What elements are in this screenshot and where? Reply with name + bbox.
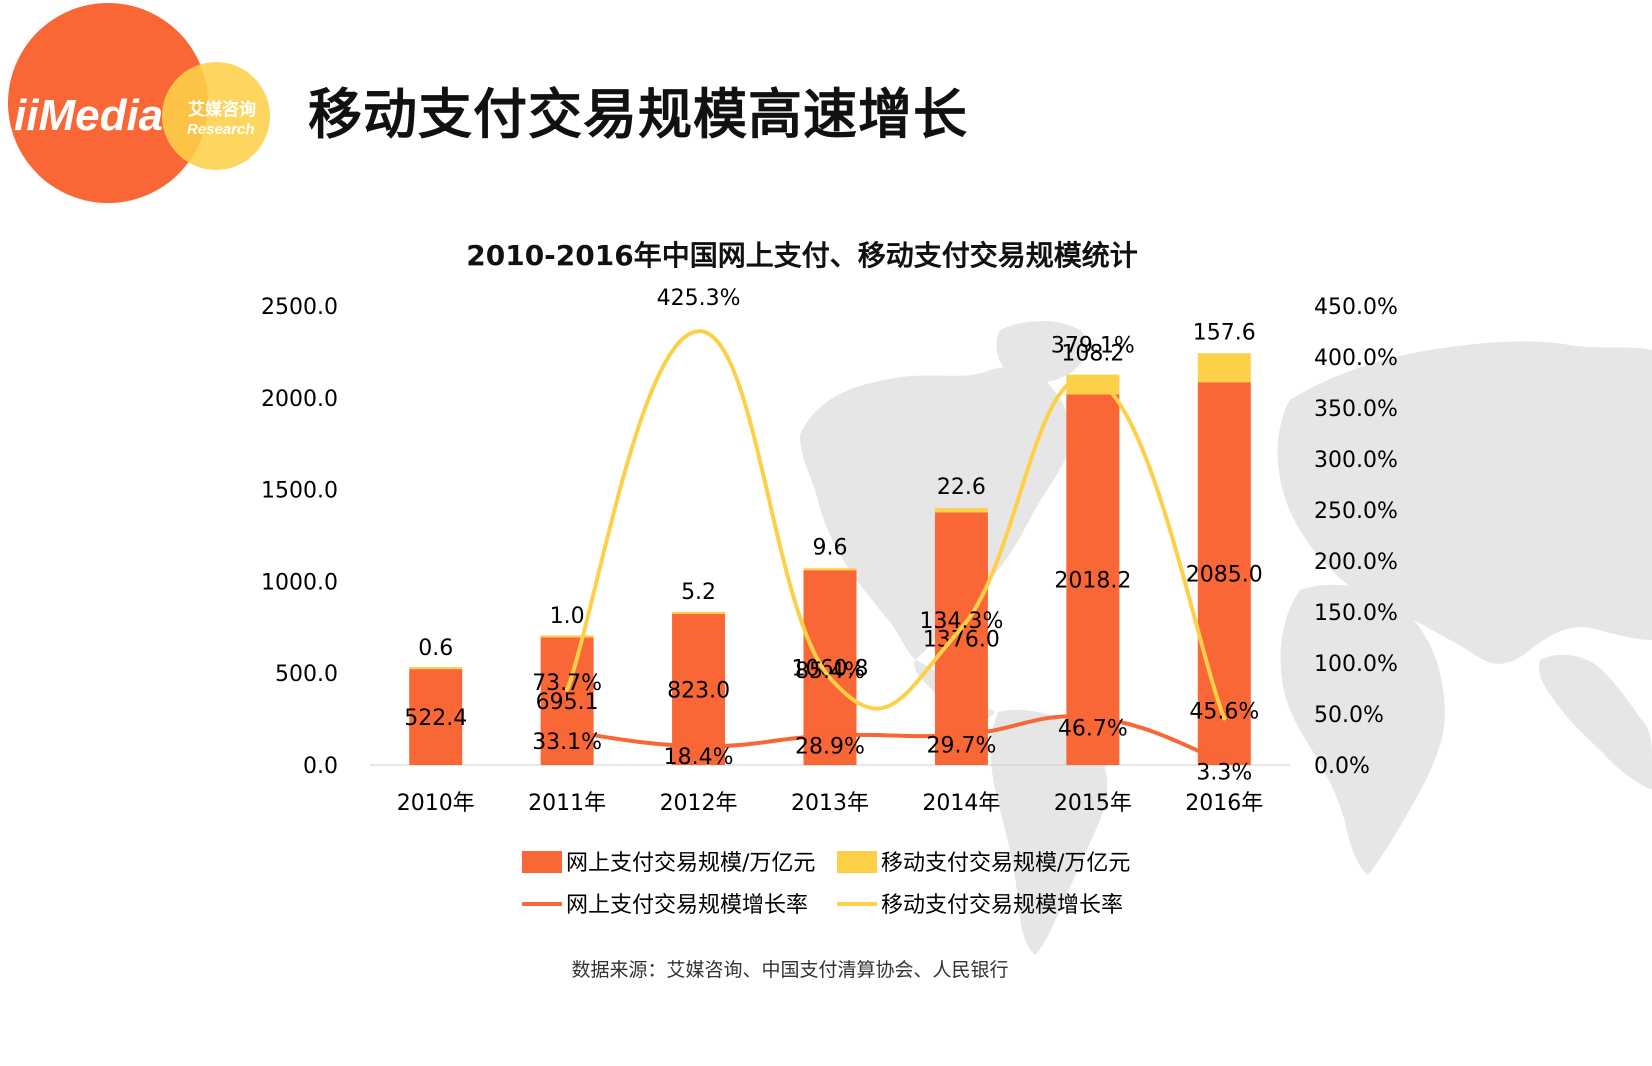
x-axis-category-label: 2013年	[791, 791, 869, 816]
mobile-rate-label: 73.7%	[532, 671, 602, 696]
online-payment-bar	[540, 637, 594, 765]
mobile-rate-label: 425.3%	[657, 286, 741, 311]
online-rate-label: 33.1%	[532, 730, 602, 755]
mobile-rate-label: 85.4%	[795, 659, 865, 684]
x-axis-category-label: 2011年	[528, 791, 606, 816]
online-payment-bar	[1066, 394, 1120, 765]
legend-mobile-rate-label: 移动支付交易规模增长率	[881, 893, 1123, 918]
right-axis-tick-label: 50.0%	[1314, 703, 1384, 728]
right-axis-tick-label: 300.0%	[1314, 448, 1398, 473]
right-axis-tick-label: 100.0%	[1314, 652, 1398, 677]
left-axis-tick-label: 2000.0	[261, 387, 338, 412]
mobile-payment-bar	[672, 611, 726, 614]
x-axis-category-label: 2014年	[922, 791, 1000, 816]
mobile-payment-bar	[1197, 353, 1251, 383]
mobile-payment-bar	[803, 568, 857, 571]
online-rate-label: 3.3%	[1196, 761, 1252, 786]
logo-brand-text: iiMedia	[14, 91, 163, 140]
legend-online-rate-label: 网上支付交易规模增长率	[566, 893, 808, 918]
online-bar-value-label: 2085.0	[1186, 563, 1263, 588]
online-rate-label: 28.9%	[795, 735, 865, 760]
mobile-payment-bar	[409, 667, 463, 670]
online-rate-label: 29.7%	[926, 734, 996, 759]
page-title: 移动支付交易规模高速增长	[308, 83, 968, 146]
left-axis-tick-label: 1500.0	[261, 479, 338, 504]
map-greenland	[996, 321, 1087, 383]
mobile-bar-value-label: 157.6	[1193, 320, 1256, 345]
legend-mobile-scale-swatch	[837, 851, 877, 873]
left-axis-tick-label: 0.0	[303, 754, 338, 779]
chart-title: 2010-2016年中国网上支付、移动支付交易规模统计	[466, 239, 1137, 272]
left-axis-tick-label: 1000.0	[261, 570, 338, 595]
online-bar-value-label: 695.1	[536, 690, 599, 715]
online-bar-value-label: 522.4	[404, 706, 467, 731]
online-payment-bar	[934, 512, 988, 765]
x-axis-category-label: 2016年	[1185, 791, 1263, 816]
logo-orange-circle	[8, 3, 208, 203]
left-axis-tick-label: 500.0	[275, 662, 338, 687]
map-africa	[1280, 584, 1445, 875]
legend-online-scale-label: 网上支付交易规模/万亿元	[566, 851, 815, 876]
mobile-bar-value-label: 108.2	[1061, 342, 1124, 367]
mobile-bar-value-label: 5.2	[681, 580, 716, 605]
map-south-america	[990, 709, 1108, 955]
mobile-payment-bar	[934, 508, 988, 513]
logo-yellow-circle	[162, 62, 270, 170]
right-axis-tick-label: 250.0%	[1314, 499, 1398, 524]
legend-mobile-scale-label: 移动支付交易规模/万亿元	[881, 851, 1130, 876]
online-growth-rate-line	[565, 714, 1227, 764]
mobile-bar-value-label: 22.6	[937, 475, 986, 500]
logo-en-text: Research	[187, 121, 255, 138]
map-southeast-asia	[1538, 654, 1652, 790]
mobile-growth-rate-line	[565, 329, 1227, 721]
right-axis-tick-label: 200.0%	[1314, 550, 1398, 575]
online-payment-bar	[409, 669, 463, 765]
online-bar-value-label: 823.0	[667, 678, 730, 703]
x-axis-category-label: 2010年	[397, 791, 475, 816]
online-payment-bar	[1197, 382, 1251, 765]
legend-online-scale-swatch	[522, 851, 562, 873]
right-axis-tick-label: 400.0%	[1314, 346, 1398, 371]
mobile-bar-value-label: 9.6	[813, 535, 848, 560]
x-axis-category-label: 2012年	[660, 791, 738, 816]
online-payment-bar	[803, 570, 857, 765]
online-rate-label: 46.7%	[1058, 716, 1128, 741]
source-note: 数据来源：艾媒咨询、中国支付清算协会、人民银行	[571, 959, 1009, 981]
mobile-rate-label: 134.3%	[919, 609, 1003, 634]
online-bar-value-label: 1376.0	[923, 628, 1000, 653]
online-payment-bar	[672, 613, 726, 765]
map-eurasia	[1277, 341, 1652, 664]
online-bar-value-label: 2018.2	[1054, 569, 1131, 594]
x-axis-category-label: 2015年	[1054, 791, 1132, 816]
mobile-bar-value-label: 1.0	[550, 604, 585, 629]
logo-cn-text: 艾媒咨询	[188, 99, 256, 120]
left-axis-tick-label: 2500.0	[261, 295, 338, 320]
right-axis-tick-label: 0.0%	[1314, 754, 1370, 779]
iimedia-logo: iiMedia 艾媒咨询 Research	[8, 3, 270, 203]
mobile-rate-label: 379.1%	[1051, 333, 1135, 358]
right-axis-tick-label: 350.0%	[1314, 397, 1398, 422]
mobile-rate-label: 45.6%	[1189, 699, 1259, 724]
right-axis-tick-label: 450.0%	[1314, 295, 1398, 320]
online-rate-label: 18.4%	[664, 745, 734, 770]
mobile-bar-value-label: 0.6	[418, 636, 453, 661]
right-axis-tick-label: 150.0%	[1314, 601, 1398, 626]
mobile-payment-bar	[540, 635, 594, 638]
